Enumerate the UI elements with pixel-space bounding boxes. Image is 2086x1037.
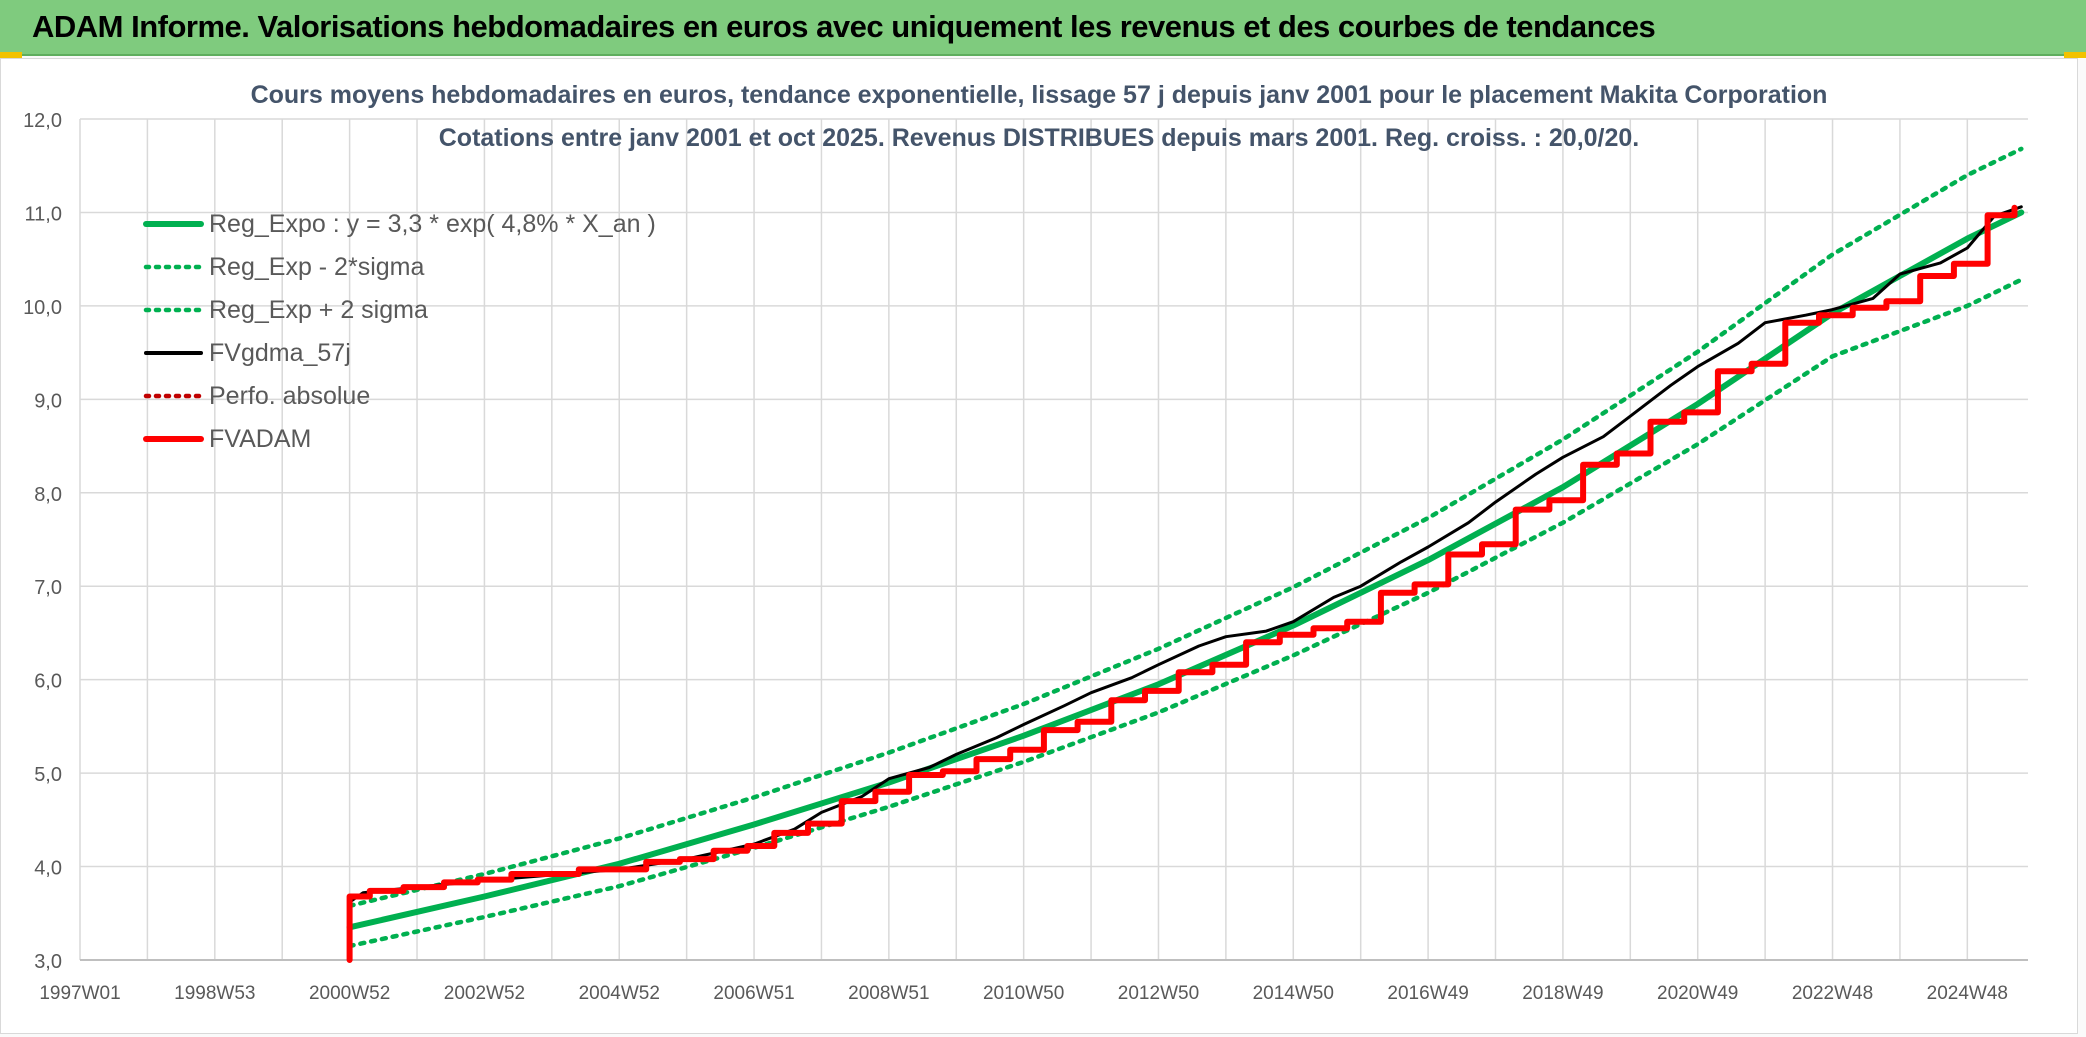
report-banner: ADAM Informe. Valorisations hebdomadaire… [0, 0, 2086, 56]
x-tick-label: 2004W52 [579, 983, 660, 1004]
chart-legend: Reg_Expo : y = 3,3 * exp( 4,8% * X_an ) R… [143, 210, 656, 453]
series-line-reg-exp-2-sigma [347, 277, 2024, 949]
chart-title: Cours moyens hebdomadaires en euros, ten… [251, 81, 1828, 109]
legend-label: Reg_Exp + 2 sigma [209, 296, 428, 324]
legend-label: Perfo. absolue [209, 382, 370, 410]
corner-mark-left [0, 52, 22, 58]
chart-subtitle: Cotations entre janv 2001 et oct 2025. R… [439, 124, 1640, 152]
chart-axes: 3,0 4,0 5,0 6,0 7,0 8,0 9,0 10,0 11,0 12,0 1997W01… [23, 110, 2028, 1004]
x-tick-label: 2002W52 [444, 983, 525, 1004]
x-tick-label: 2006W51 [713, 983, 794, 1004]
chart-svg: 3,0 4,0 5,0 6,0 7,0 8,0 9,0 10,0 11,0 12,0 1997W01… [23, 81, 2028, 1004]
series-line-reg-exp-2-sigma [347, 146, 2024, 909]
series-line-fvgdma-57j [348, 205, 2023, 904]
chart-grid [79, 118, 2028, 961]
legend-label: Reg_Expo : y = 3,3 * exp( 4,8% * X_an ) [209, 210, 656, 238]
y-tick-label: 7,0 [34, 577, 62, 599]
x-tick-label: 1997W01 [39, 983, 120, 1004]
y-tick-label: 4,0 [34, 858, 62, 880]
x-tick-label: 2020W49 [1657, 983, 1738, 1004]
x-tick-label: 2010W50 [983, 983, 1064, 1004]
y-tick-label: 5,0 [34, 764, 62, 786]
legend-label: Reg_Exp - 2*sigma [209, 253, 424, 281]
x-tick-label: 2022W48 [1792, 983, 1873, 1004]
x-tick-label: 1998W53 [174, 983, 255, 1004]
x-tick-label: 2012W50 [1118, 983, 1199, 1004]
y-tick-label: 10,0 [23, 297, 62, 319]
y-tick-label: 8,0 [34, 484, 62, 506]
x-tick-label: 2016W49 [1387, 983, 1468, 1004]
series-line-reg-expo-y-3-3-exp-4-8-x-an [346, 209, 2025, 931]
y-tick-label: 3,0 [34, 951, 62, 973]
x-tick-label: 2014W50 [1253, 983, 1334, 1004]
x-tick-label: 2000W52 [309, 983, 390, 1004]
report-title: ADAM Informe. Valorisations hebdomadaire… [32, 9, 1656, 44]
chart-series [346, 146, 2025, 963]
y-tick-label: 12,0 [23, 110, 62, 132]
x-tick-label: 2018W49 [1522, 983, 1603, 1004]
x-tick-label: 2024W48 [1927, 983, 2008, 1004]
legend-label: FVgdma_57j [209, 339, 351, 367]
y-tick-label: 11,0 [25, 203, 62, 225]
series-line-fvadam [346, 204, 2018, 963]
chart-title-block: Cours moyens hebdomadaires en euros, ten… [251, 81, 1828, 152]
legend-label: FVADAM [209, 425, 311, 453]
x-tick-label: 2008W51 [848, 983, 929, 1004]
y-tick-label: 6,0 [34, 671, 62, 693]
chart-area: 3,0 4,0 5,0 6,0 7,0 8,0 9,0 10,0 11,0 12,0 1997W01… [0, 58, 2078, 1034]
corner-mark-right [2064, 52, 2086, 58]
y-tick-label: 9,0 [34, 390, 62, 412]
